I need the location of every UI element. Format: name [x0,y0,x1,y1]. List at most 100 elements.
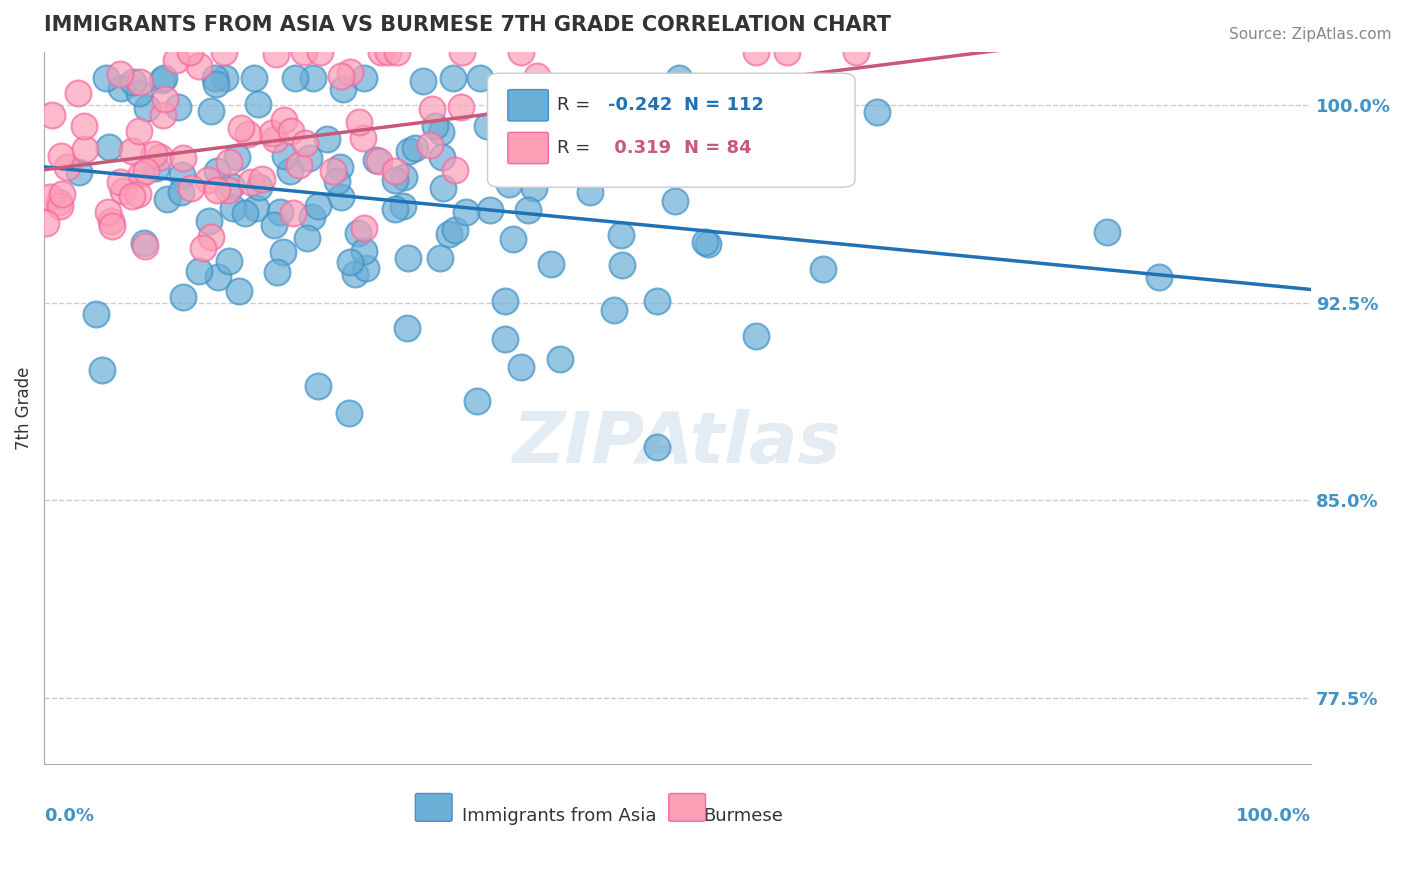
Point [562,123,585,137]
Point [94,71,117,86]
Point [273,113,295,128]
Point [479,202,502,217]
Point [326,174,349,188]
Y-axis label: 7th Grade: 7th Grade [15,367,32,450]
Point [693,235,716,249]
Point [294,136,316,150]
Point [420,103,443,117]
Point [523,181,546,195]
Point [67,165,90,179]
Point [339,255,361,269]
Point [292,45,315,59]
Point [444,163,467,178]
Point [247,97,270,112]
Point [354,260,377,275]
Point [100,214,122,228]
Point [170,185,193,199]
Point [696,237,718,252]
Text: -0.242: -0.242 [607,96,672,114]
Point [398,145,420,159]
Point [419,138,441,153]
Point [640,158,662,172]
Point [280,124,302,138]
Point [510,359,533,374]
Point [322,164,344,178]
FancyBboxPatch shape [415,794,453,822]
Point [128,87,150,101]
Point [432,181,454,195]
Point [337,406,360,420]
Point [204,71,226,86]
Point [271,244,294,259]
Point [236,127,259,141]
FancyBboxPatch shape [508,132,548,164]
Point [384,202,406,216]
Point [423,119,446,133]
Point [430,124,453,138]
Point [180,180,202,194]
Point [39,190,62,204]
Point [329,69,352,83]
Point [218,155,240,169]
Point [647,293,669,308]
Point [536,147,558,161]
Point [437,227,460,242]
Point [332,82,354,96]
Point [516,202,538,217]
Point [264,132,287,146]
Point [494,294,516,309]
Point [745,329,768,343]
Point [443,222,465,236]
Point [278,164,301,178]
Point [231,121,253,136]
Text: Source: ZipAtlas.com: Source: ZipAtlas.com [1229,27,1392,42]
Point [129,167,152,181]
Point [205,183,228,197]
Point [245,201,267,215]
Point [776,45,799,59]
Point [121,144,143,158]
Point [377,45,399,59]
Text: R =: R = [557,96,596,114]
Point [217,183,239,197]
Point [404,141,426,155]
Point [385,45,408,59]
Point [745,45,768,59]
Point [384,173,406,187]
Text: N = 112: N = 112 [683,96,763,114]
Point [429,252,451,266]
Point [240,176,263,190]
Point [515,137,537,152]
FancyBboxPatch shape [508,89,548,121]
Point [395,320,418,334]
Point [266,265,288,279]
Point [353,244,375,258]
Point [108,67,131,81]
Point [200,104,222,119]
Point [866,104,889,119]
Text: Burmese: Burmese [703,807,783,825]
Point [86,307,108,321]
Point [352,130,374,145]
Point [302,71,325,86]
Point [498,177,520,191]
Point [51,186,73,201]
Point [1097,226,1119,240]
Point [451,45,474,59]
Point [668,71,690,86]
Point [1147,269,1170,284]
Point [73,142,96,156]
Point [250,172,273,186]
Point [263,218,285,232]
Point [48,195,70,210]
Point [412,74,434,88]
Point [225,150,247,164]
Point [307,378,329,392]
Point [548,352,571,367]
Point [128,124,150,138]
Point [187,264,209,278]
Point [233,206,256,220]
Point [260,126,283,140]
Point [370,45,392,59]
Point [384,164,406,178]
